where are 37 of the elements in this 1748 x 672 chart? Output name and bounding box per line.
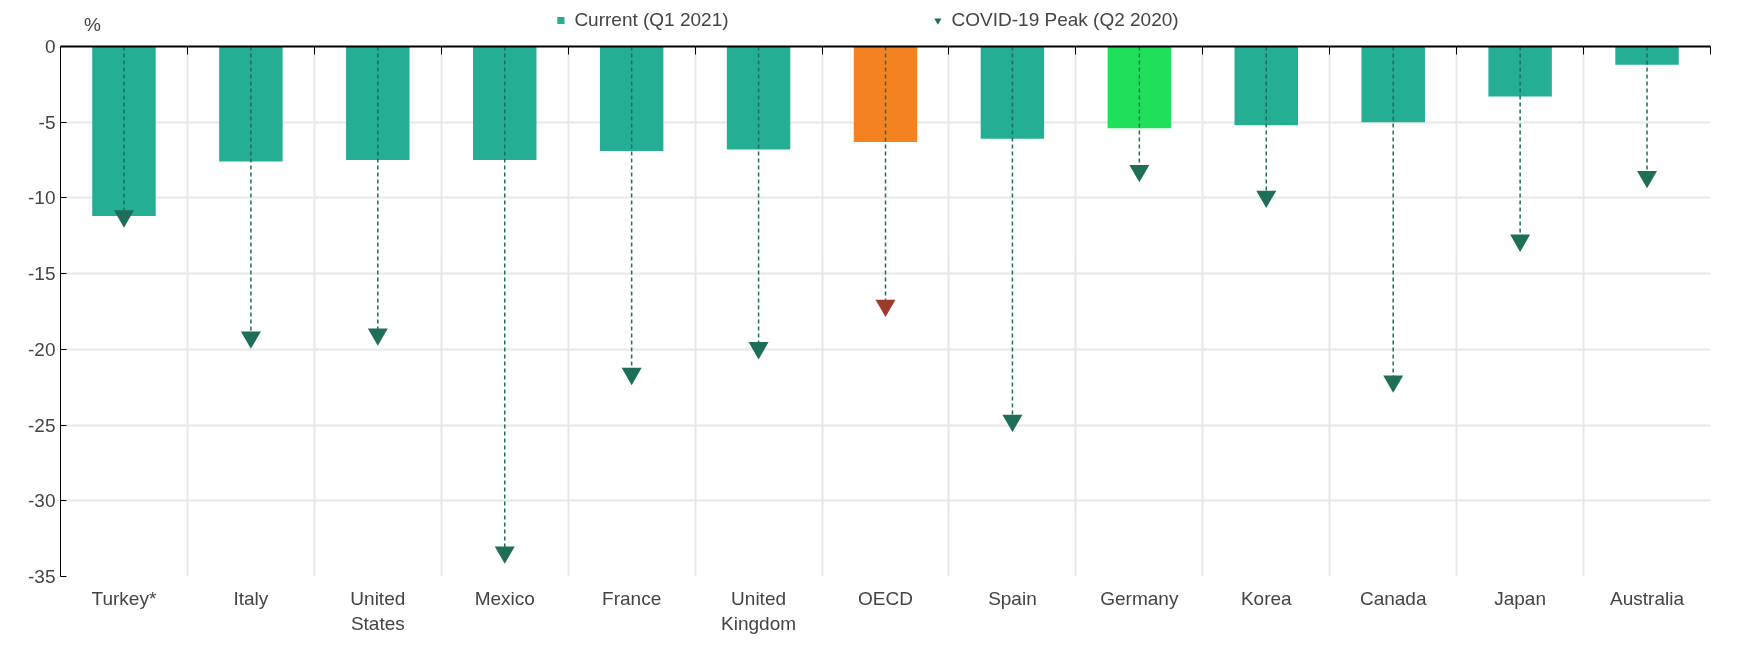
point (621, 367, 642, 386)
point (1637, 170, 1658, 189)
y-tick-label: -35 (28, 566, 56, 587)
x-tick-label: Turkey* (91, 587, 157, 609)
x-tick-label: Mexico (474, 587, 535, 609)
point (367, 328, 388, 346)
x-tick-label: Germany (1100, 587, 1179, 609)
y-axis-title: % (84, 13, 102, 35)
x-tick-label: United Kingdom (721, 587, 797, 634)
point (494, 546, 515, 564)
x-tick-label: France (602, 587, 662, 609)
x-tick-label: Australia (1610, 587, 1685, 609)
y-tick-label: 0 (44, 36, 56, 57)
point (1002, 414, 1023, 433)
y-tick-label: -5 (38, 111, 56, 133)
x-tick-label: Canada (1359, 587, 1427, 609)
y-tick-label: -15 (28, 263, 56, 285)
x-tick-label: Japan (1494, 587, 1547, 609)
point (1383, 375, 1404, 393)
x-tick-label: Spain (988, 587, 1037, 609)
y-tick-label: -25 (28, 414, 56, 436)
x-tick-label: United States (350, 587, 406, 634)
point (1256, 190, 1277, 208)
legend-label: COVID-19 Peak (Q2 2020) (951, 9, 1179, 31)
point (1129, 164, 1150, 183)
y-tick-label: -20 (28, 338, 56, 360)
point (748, 342, 769, 360)
point (240, 331, 261, 349)
x-tick-label: OECD (858, 587, 913, 609)
point (875, 299, 896, 317)
point (113, 210, 134, 228)
y-tick-label: -10 (28, 187, 56, 209)
x-tick-label: Italy (233, 587, 269, 609)
x-tick-label: Korea (1240, 587, 1293, 609)
legend-label: Current (Q1 2021) (574, 9, 729, 31)
y-tick-label: -30 (28, 490, 56, 512)
point (1510, 234, 1531, 252)
